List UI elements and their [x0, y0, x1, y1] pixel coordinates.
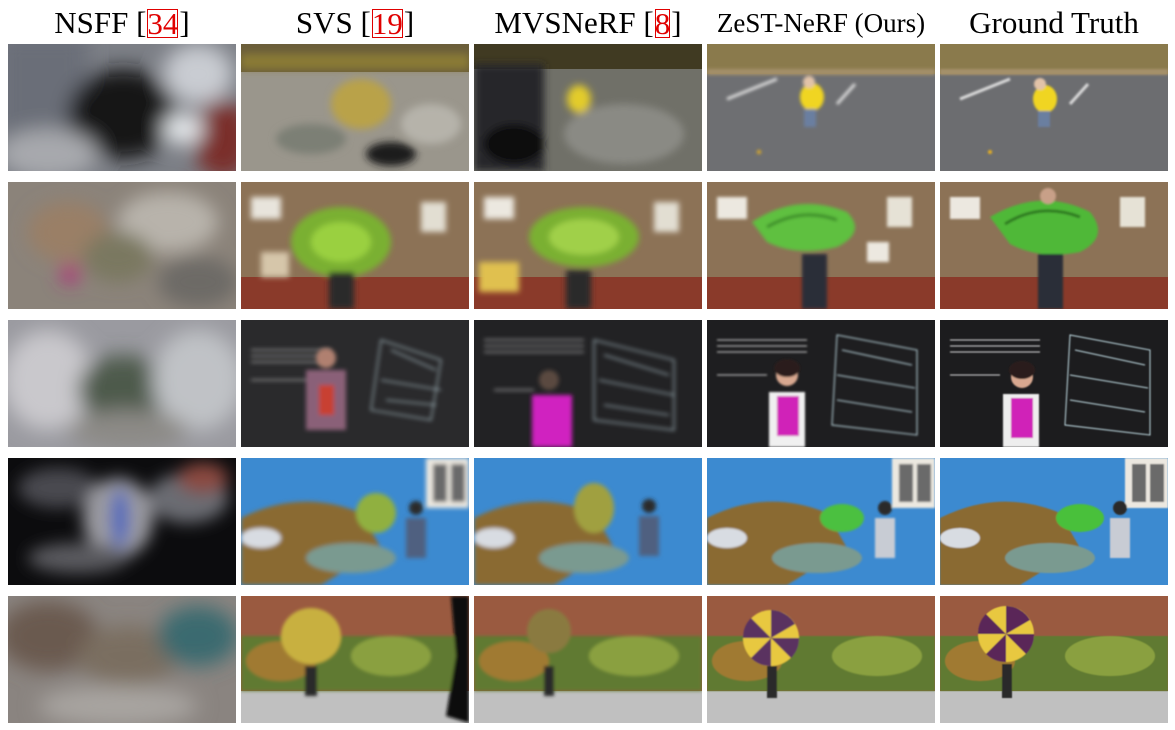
- image-nsff-row3: [8, 320, 236, 447]
- image-ground-truth-row5: [940, 596, 1168, 723]
- image-zest-nerf-row2: [707, 182, 935, 309]
- citation-link[interactable]: 19: [371, 5, 403, 41]
- header-svs: SVS [19]: [295, 5, 415, 41]
- image-svs-row2: [241, 182, 469, 309]
- image-zest-nerf-row5: [707, 596, 935, 723]
- image-mvsnerf-row5: [474, 596, 702, 723]
- image-svs-row3: [241, 320, 469, 447]
- image-mvsnerf-row4: [474, 458, 702, 585]
- image-ground-truth-row3: [940, 320, 1168, 447]
- image-svs-row1: [241, 44, 469, 171]
- image-mvsnerf-row1: [474, 44, 702, 171]
- header-nsff: NSFF [34]: [54, 5, 190, 41]
- image-zest-nerf-row1: [707, 44, 935, 171]
- image-nsff-row1: [8, 44, 236, 171]
- image-mvsnerf-row3: [474, 320, 702, 447]
- image-ground-truth-row1: [940, 44, 1168, 171]
- image-ground-truth-row2: [940, 182, 1168, 309]
- image-nsff-row2: [8, 182, 236, 309]
- image-mvsnerf-row2: [474, 182, 702, 309]
- image-ground-truth-row4: [940, 458, 1168, 585]
- header-mvsnerf: MVSNeRF [8]: [494, 5, 682, 41]
- image-zest-nerf-row4: [707, 458, 935, 585]
- image-svs-row4: [241, 458, 469, 585]
- image-nsff-row4: [8, 458, 236, 585]
- citation-link[interactable]: 34: [147, 5, 179, 41]
- header-ground-truth: Ground Truth: [969, 5, 1139, 40]
- header-zest-nerf: ZeST-NeRF (Ours): [716, 7, 926, 38]
- image-zest-nerf-row3: [707, 320, 935, 447]
- image-svs-row5: [241, 596, 469, 723]
- citation-link[interactable]: 8: [654, 5, 671, 41]
- image-nsff-row5: [8, 596, 236, 723]
